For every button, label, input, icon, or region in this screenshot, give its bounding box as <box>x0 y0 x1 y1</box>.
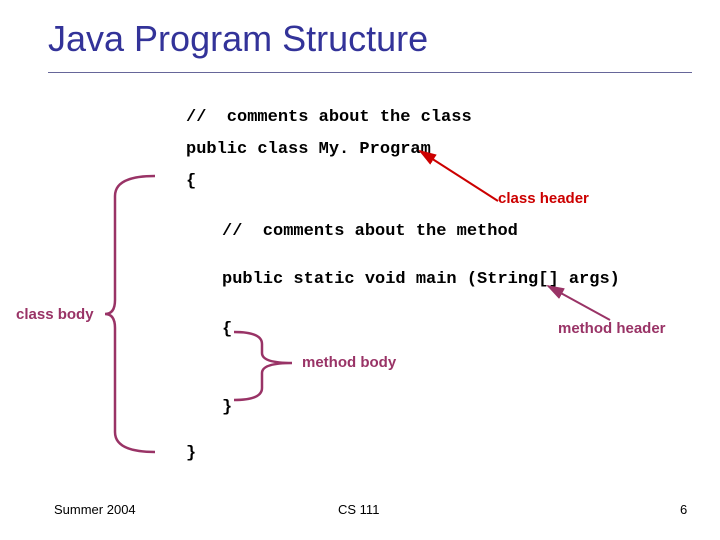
label-class-body: class body <box>16 306 94 323</box>
label-method-header: method header <box>558 320 666 337</box>
code-line: } <box>222 398 232 417</box>
title-underline <box>48 72 692 73</box>
slide-title: Java Program Structure <box>48 18 428 60</box>
code-line: // comments about the class <box>186 108 472 127</box>
label-method-body: method body <box>302 354 396 371</box>
code-line: { <box>186 172 196 191</box>
code-line: public static void main (String[] args) <box>222 270 620 289</box>
label-class-header: class header <box>498 190 589 207</box>
code-line: // comments about the method <box>222 222 518 241</box>
code-line: public class My. Program <box>186 140 431 159</box>
footer-mid: CS 111 <box>338 502 379 517</box>
code-line: { <box>222 320 232 339</box>
code-line: } <box>186 444 196 463</box>
footer-right: 6 <box>680 502 687 517</box>
footer-left: Summer 2004 <box>54 502 136 517</box>
